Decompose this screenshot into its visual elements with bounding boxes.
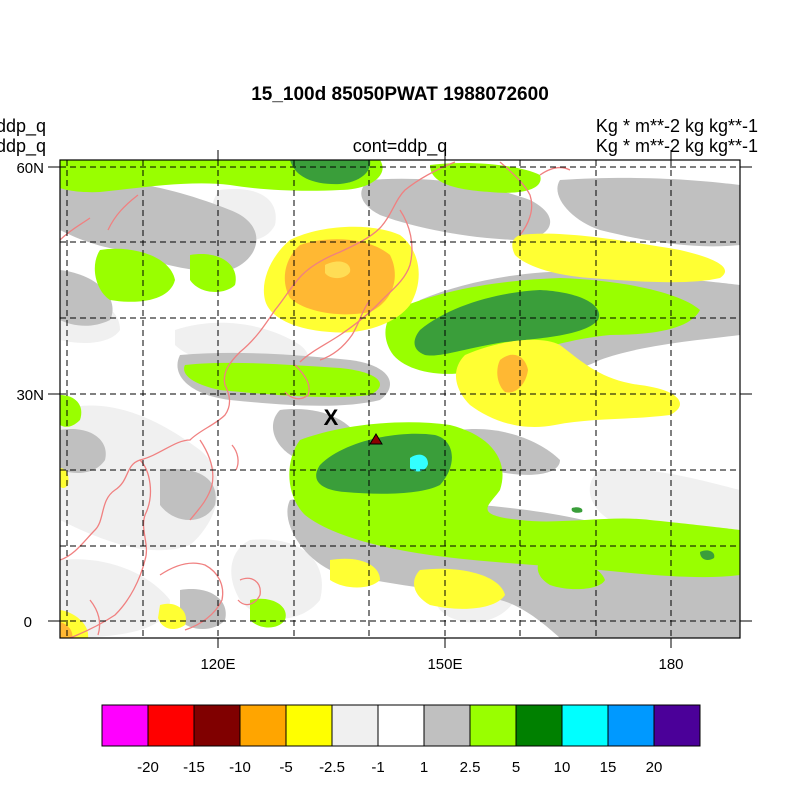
- colorbar-label: -15: [183, 759, 205, 776]
- yellow-spot: [325, 261, 351, 279]
- colorbar-label: -2.5: [319, 759, 345, 776]
- cyan-fill: [410, 454, 428, 472]
- lon-label-120e: 120E: [200, 656, 235, 673]
- colorbar-label: 1: [420, 759, 428, 776]
- contour-fill: [60, 160, 740, 638]
- center-label: cont=ddp_q: [352, 136, 448, 156]
- triangle-marker: [369, 433, 383, 445]
- plot-title: 15_100d 85050PWAT 1988072600: [251, 84, 549, 105]
- grid-lines: [60, 160, 740, 638]
- colorbar-swatch: [561, 704, 609, 747]
- lon-label-150e: 150E: [427, 656, 462, 673]
- dark-green-fill: [290, 160, 715, 560]
- colorbar-swatch: [101, 704, 149, 747]
- colorbar-swatch: [285, 704, 333, 747]
- colorbar-label: 20: [646, 759, 663, 776]
- colorbar-swatch: [469, 704, 517, 747]
- colorbar: -20 -15 -10 -5 -2.5 -1 1 2.5 5 10 15 20: [101, 704, 701, 776]
- colorbar-swatch: [423, 704, 471, 747]
- colorbar-swatch: [239, 704, 287, 747]
- lat-label-30n: 30N: [16, 387, 44, 404]
- colorbar-swatch: [377, 704, 425, 747]
- colorbar-label: -20: [137, 759, 159, 776]
- left-label-1: ddp_q: [0, 116, 47, 136]
- units-label-1: Kg * m**-2 kg kg**-1: [595, 116, 758, 136]
- colorbar-label: -10: [229, 759, 251, 776]
- lon-label-180: 180: [658, 656, 683, 673]
- colorbar-label: 5: [512, 759, 520, 776]
- colorbar-label: -1: [371, 759, 384, 776]
- axis-ticks: [48, 150, 752, 648]
- colorbar-swatch: [147, 704, 195, 747]
- colorbar-label: 10: [554, 759, 571, 776]
- left-label-2: ddp_q: [0, 136, 47, 156]
- x-marker: X: [324, 405, 339, 430]
- colorbar-swatch: [515, 704, 563, 747]
- colorbar-swatch: [331, 704, 379, 747]
- lat-label-60n: 60N: [16, 160, 44, 177]
- colorbar-swatch: [193, 704, 241, 747]
- colorbar-label: -5: [279, 759, 292, 776]
- colorbar-swatch: [653, 704, 701, 747]
- map-frame: [59, 159, 741, 639]
- colorbar-label: 15: [600, 759, 617, 776]
- colorbar-swatch: [607, 704, 655, 747]
- units-label-2: Kg * m**-2 kg kg**-1: [595, 136, 758, 156]
- lat-label-0: 0: [24, 614, 32, 631]
- coastlines: [60, 161, 571, 638]
- colorbar-label: 2.5: [460, 759, 481, 776]
